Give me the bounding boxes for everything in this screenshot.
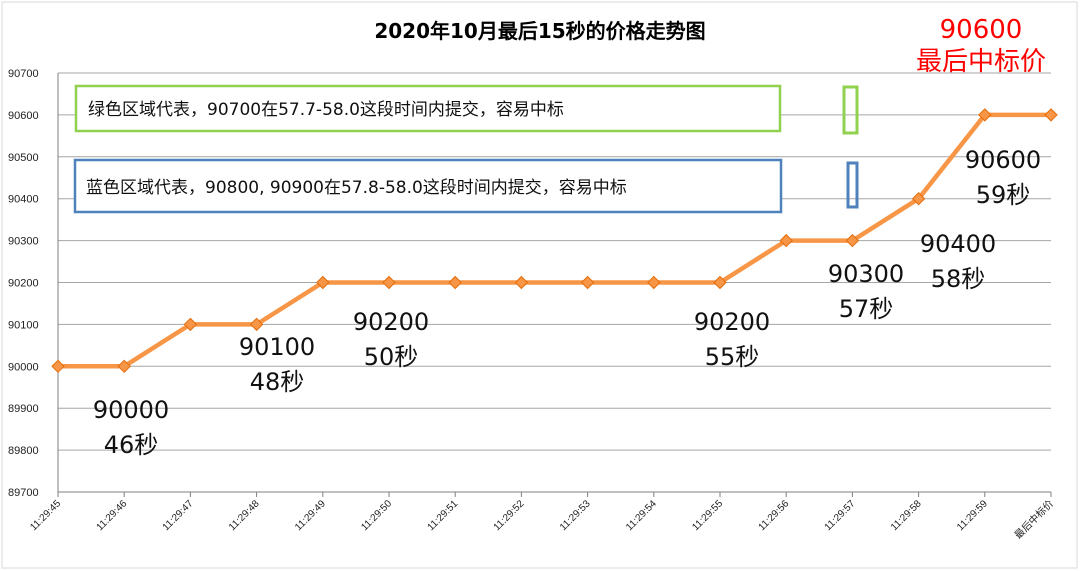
data-point-marker — [580, 275, 595, 290]
annotation-time: 58秒 — [931, 265, 986, 293]
green-legend-box — [74, 84, 782, 133]
data-point-marker — [845, 233, 860, 248]
final-price-label: 最后中标价 — [916, 47, 1046, 77]
y-tick-label: 90400 — [8, 194, 39, 206]
blue-legend-text: 蓝色区域代表，90800, 90900在57.8-58.0这段时间内提交，容易中… — [86, 178, 627, 198]
blue-zone-marker — [846, 161, 859, 209]
annotation-price: 90200 — [353, 308, 429, 336]
final-price-value: 90600 — [940, 15, 1023, 45]
annotation-price: 90400 — [920, 230, 996, 258]
y-tick-label: 90300 — [8, 236, 39, 248]
data-point-marker — [117, 359, 131, 374]
y-tick-label: 90500 — [8, 152, 39, 164]
data-point-marker — [382, 275, 396, 290]
series-markers — [51, 108, 1058, 374]
data-point-marker — [448, 275, 462, 290]
annotation-time: 57秒 — [839, 295, 894, 323]
y-axis-ticks: 89700 89800 89900 90000 90100 90200 90300 90400… — [8, 68, 39, 499]
annotation-time: 46秒 — [104, 431, 159, 459]
data-point-marker — [779, 233, 793, 248]
y-tick-label: 90700 — [8, 68, 39, 80]
annotation-price: 90000 — [93, 396, 169, 424]
price-series-line — [55, 112, 1054, 369]
data-point-marker — [647, 275, 661, 290]
y-tick-label: 90600 — [8, 110, 39, 122]
annotation-price: 90600 — [965, 146, 1041, 174]
data-point-marker — [713, 275, 727, 290]
data-point-marker — [978, 108, 992, 122]
data-point-marker — [911, 191, 926, 206]
annotation-price: 90200 — [694, 308, 770, 336]
data-point-marker — [1044, 108, 1058, 122]
y-tick-label: 89800 — [8, 445, 39, 457]
annotation-price: 90300 — [828, 260, 904, 288]
y-tick-label: 90200 — [8, 278, 39, 290]
y-tick-label: 90000 — [8, 361, 39, 373]
annotation-time: 48秒 — [250, 368, 305, 396]
blue-legend-box — [73, 158, 783, 214]
y-tick-label: 89900 — [8, 403, 39, 415]
green-zone-marker — [842, 85, 859, 135]
data-point-marker — [514, 275, 529, 290]
green-legend-text: 绿色区域代表，90700在57.7-58.0这段时间内提交，容易中标 — [88, 100, 564, 120]
data-point-marker — [183, 317, 198, 332]
y-tick-label: 90100 — [8, 319, 39, 331]
annotation-time: 50秒 — [364, 343, 419, 371]
y-tick-label: 89700 — [8, 487, 39, 499]
data-point-marker — [51, 359, 65, 374]
annotation-time: 55秒 — [705, 343, 760, 371]
series-line — [55, 112, 1054, 369]
annotation-price: 90100 — [239, 333, 315, 361]
data-point-marker — [316, 275, 330, 290]
data-point-marker — [249, 317, 264, 332]
chart-title: 2020年10月最后15秒的价格走势图 — [374, 19, 705, 43]
annotation-time: 59秒 — [976, 181, 1031, 209]
point-annotations: 90000 46秒 90100 48秒 90200 50秒 90200 55秒 90300 57秒… — [93, 146, 1041, 459]
